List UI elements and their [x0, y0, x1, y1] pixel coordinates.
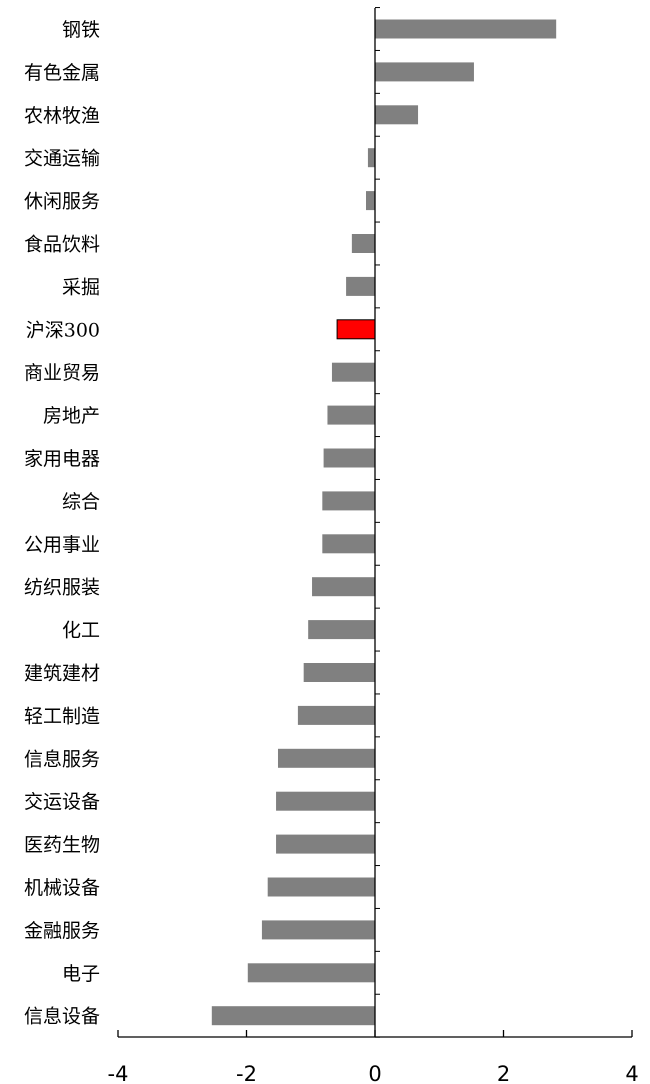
bar: [276, 834, 375, 854]
axes-group: [117, 7, 633, 1038]
bar: [366, 191, 375, 211]
bar: [327, 405, 375, 425]
bar: [367, 148, 375, 168]
category-label: 有色金属: [24, 62, 100, 84]
x-tick-label: -4: [108, 1062, 129, 1084]
category-label: 信息服务: [24, 748, 100, 770]
bar: [375, 19, 557, 39]
bar: [346, 276, 375, 296]
category-label: 钢铁: [62, 19, 100, 41]
x-tick-label: 4: [625, 1062, 638, 1084]
category-label: 休闲服务: [24, 191, 100, 213]
bar: [322, 491, 375, 511]
bar: [331, 362, 375, 382]
bar: [303, 663, 375, 682]
category-label: 家用电器: [24, 448, 100, 470]
x-tick-label: -2: [236, 1062, 257, 1084]
category-label: 沪深300: [26, 319, 100, 341]
bars-group: [211, 19, 557, 1026]
category-label: 公用事业: [24, 534, 100, 556]
category-label: 房地产: [43, 405, 100, 427]
bar: [351, 234, 375, 253]
category-label: 农林牧渔: [24, 105, 100, 127]
bar: [375, 62, 474, 82]
bar: [276, 791, 375, 811]
category-label: 电子: [62, 963, 100, 985]
category-label: 综合: [62, 491, 100, 513]
bar: [211, 1006, 375, 1026]
category-label: 交通运输: [24, 148, 100, 170]
tick-labels-group: -4 -2 0 2 4: [108, 1062, 639, 1084]
category-label: 商业贸易: [24, 362, 100, 384]
category-label: 机械设备: [24, 877, 100, 899]
x-tick-label: 0: [368, 1062, 381, 1084]
bar-highlight: [336, 319, 376, 340]
category-label: 食品饮料: [24, 234, 100, 256]
bar: [261, 920, 375, 940]
category-label: 交运设备: [24, 791, 100, 813]
bar: [322, 534, 375, 554]
category-label: 金融服务: [24, 920, 100, 942]
bar: [375, 105, 419, 125]
category-label: 建筑建材: [24, 663, 100, 685]
bar: [312, 577, 375, 597]
category-label: 信息设备: [24, 1006, 100, 1028]
bar: [308, 620, 375, 640]
bar: [323, 448, 375, 468]
x-tick-label: 2: [497, 1062, 510, 1084]
bar: [277, 748, 375, 768]
category-label: 化工: [62, 620, 100, 642]
category-label: 采掘: [62, 276, 100, 298]
category-label: 纺织服装: [24, 577, 100, 599]
bar: [267, 877, 375, 897]
bar: [247, 963, 375, 983]
category-label: 医药生物: [24, 834, 100, 856]
bar: [297, 705, 375, 725]
category-label: 轻工制造: [24, 705, 100, 727]
